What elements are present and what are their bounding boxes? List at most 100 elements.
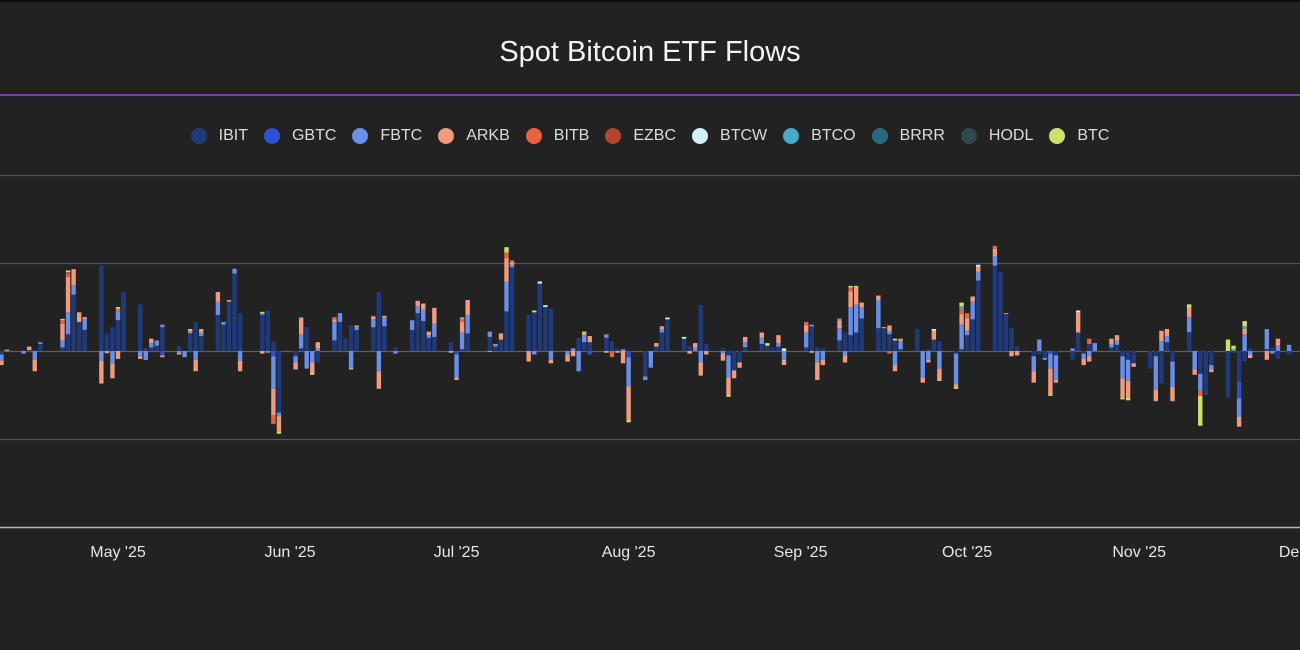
bar-2025-06-09[interactable] bbox=[332, 317, 337, 351]
bar-2025-09-26[interactable] bbox=[937, 341, 942, 381]
bar-2025-06-04[interactable] bbox=[304, 327, 309, 369]
bar-2025-05-27[interactable] bbox=[260, 311, 265, 354]
bar-2025-09-08[interactable] bbox=[837, 318, 842, 351]
bar-2025-06-06[interactable] bbox=[315, 342, 320, 363]
bar-2025-11-25[interactable] bbox=[1270, 347, 1275, 354]
bar-2025-09-24[interactable] bbox=[926, 349, 931, 363]
bar-2025-09-02[interactable] bbox=[804, 321, 809, 351]
bar-2025-10-09[interactable] bbox=[1009, 328, 1014, 357]
bar-2025-08-15[interactable] bbox=[704, 343, 709, 355]
bar-2025-05-20[interactable] bbox=[221, 321, 226, 351]
bar-2025-06-26[interactable] bbox=[426, 331, 431, 351]
bar-2025-05-28[interactable] bbox=[265, 310, 271, 353]
bar-2025-05-23[interactable] bbox=[237, 313, 243, 372]
bar-2025-06-11[interactable] bbox=[343, 337, 348, 351]
bar-2025-11-11[interactable] bbox=[1192, 351, 1197, 375]
bar-2025-08-27[interactable] bbox=[770, 347, 776, 351]
bar-2025-05-19[interactable] bbox=[215, 292, 221, 351]
bar-2025-10-16[interactable] bbox=[1048, 351, 1053, 396]
bar-2025-04-25[interactable] bbox=[82, 317, 87, 351]
bar-2025-11-07[interactable] bbox=[1170, 351, 1175, 402]
bar-2025-09-16[interactable] bbox=[881, 327, 887, 351]
bar-2025-08-14[interactable] bbox=[698, 305, 703, 376]
bar-2025-08-05[interactable] bbox=[648, 351, 653, 368]
bar-2025-11-06[interactable] bbox=[1164, 329, 1170, 351]
bar-2025-09-03[interactable] bbox=[809, 324, 814, 353]
bar-2025-11-19[interactable] bbox=[1236, 351, 1242, 427]
bar-2025-07-23[interactable] bbox=[576, 337, 581, 372]
bar-2025-11-03[interactable] bbox=[1148, 351, 1153, 369]
bar-2025-06-12[interactable] bbox=[348, 325, 354, 370]
bar-2025-04-14[interactable] bbox=[21, 350, 26, 354]
bar-2025-07-21[interactable] bbox=[565, 351, 570, 362]
bar-2025-10-06[interactable] bbox=[992, 245, 998, 351]
bar-2025-10-31[interactable] bbox=[1131, 351, 1136, 367]
bar-2025-04-22[interactable] bbox=[65, 270, 71, 351]
legend-item-ibit[interactable]: IBIT bbox=[190, 127, 248, 145]
bar-2025-09-11[interactable] bbox=[853, 285, 859, 351]
bar-2025-11-12[interactable] bbox=[1198, 351, 1203, 426]
bar-2025-04-15[interactable] bbox=[27, 346, 32, 351]
bar-2025-08-04[interactable] bbox=[643, 351, 648, 381]
bar-2025-10-10[interactable] bbox=[1014, 346, 1020, 356]
bar-2025-10-01[interactable] bbox=[964, 313, 970, 351]
bar-2025-07-29[interactable] bbox=[609, 341, 615, 358]
bar-2025-04-29[interactable] bbox=[104, 333, 110, 354]
bar-2025-04-16[interactable] bbox=[32, 350, 37, 372]
bar-2025-07-09[interactable] bbox=[498, 333, 504, 351]
legend-item-fbtc[interactable]: FBTC bbox=[352, 127, 422, 145]
bar-2025-06-03[interactable] bbox=[298, 317, 304, 351]
bar-2025-09-30[interactable] bbox=[959, 302, 964, 351]
bar-2025-07-18[interactable] bbox=[548, 308, 554, 364]
bar-2025-11-18[interactable] bbox=[1231, 345, 1236, 353]
bar-2025-07-17[interactable] bbox=[543, 305, 548, 351]
bar-2025-08-21[interactable] bbox=[737, 351, 742, 368]
bar-2025-04-24[interactable] bbox=[76, 312, 82, 351]
bar-2025-11-26[interactable] bbox=[1275, 338, 1281, 359]
bar-2025-11-24[interactable] bbox=[1264, 329, 1270, 360]
bar-2025-10-02[interactable] bbox=[970, 296, 975, 351]
legend-item-ezbc[interactable]: EZBC bbox=[605, 127, 676, 145]
bar-2025-07-30[interactable] bbox=[615, 348, 620, 353]
bar-2025-10-13[interactable] bbox=[1031, 351, 1036, 383]
bar-2025-06-16[interactable] bbox=[371, 315, 376, 351]
bar-2025-07-11[interactable] bbox=[509, 260, 515, 351]
bar-2025-11-14[interactable] bbox=[1209, 351, 1214, 373]
bar-2025-07-24[interactable] bbox=[582, 331, 587, 351]
bar-2025-07-31[interactable] bbox=[620, 349, 626, 364]
bar-2025-05-30[interactable] bbox=[276, 351, 282, 434]
bar-2025-05-13[interactable] bbox=[182, 351, 187, 358]
bar-2025-10-07[interactable] bbox=[998, 271, 1003, 351]
bar-2025-10-27[interactable] bbox=[1109, 338, 1114, 351]
bar-2025-05-05[interactable] bbox=[138, 304, 143, 359]
bar-2025-09-22[interactable] bbox=[915, 329, 920, 351]
bar-2025-06-24[interactable] bbox=[415, 300, 420, 351]
bar-2025-08-28[interactable] bbox=[776, 335, 781, 351]
bar-2025-06-02[interactable] bbox=[293, 351, 298, 370]
bar-2025-07-14[interactable] bbox=[526, 314, 531, 362]
bar-2025-07-02[interactable] bbox=[459, 317, 465, 351]
bar-2025-05-16[interactable] bbox=[199, 329, 204, 351]
bar-2025-11-17[interactable] bbox=[1225, 339, 1231, 398]
legend-item-gbtc[interactable]: GBTC bbox=[263, 127, 336, 145]
bar-2025-04-23[interactable] bbox=[71, 269, 76, 351]
bar-2025-05-08[interactable] bbox=[154, 340, 160, 351]
bar-2025-11-04[interactable] bbox=[1153, 351, 1159, 402]
bar-2025-04-10[interactable] bbox=[0, 351, 4, 366]
bar-2025-07-28[interactable] bbox=[604, 334, 609, 353]
bar-2025-10-17[interactable] bbox=[1053, 351, 1059, 383]
bar-2025-10-24[interactable] bbox=[1092, 343, 1097, 351]
bar-2025-08-12[interactable] bbox=[687, 345, 692, 354]
bar-2025-05-22[interactable] bbox=[232, 268, 237, 351]
bar-2025-09-18[interactable] bbox=[892, 338, 898, 372]
bar-2025-11-05[interactable] bbox=[1159, 330, 1164, 384]
bar-2025-09-23[interactable] bbox=[920, 351, 925, 383]
bar-2025-09-25[interactable] bbox=[931, 329, 937, 351]
bar-2025-05-07[interactable] bbox=[149, 338, 154, 351]
bar-2025-08-07[interactable] bbox=[659, 326, 665, 351]
bar-2025-09-15[interactable] bbox=[876, 295, 881, 351]
bar-2025-06-17[interactable] bbox=[376, 292, 382, 389]
bar-2025-08-01[interactable] bbox=[626, 351, 631, 423]
bar-2025-06-20[interactable] bbox=[393, 347, 398, 354]
bar-2025-10-22[interactable] bbox=[1081, 351, 1086, 366]
